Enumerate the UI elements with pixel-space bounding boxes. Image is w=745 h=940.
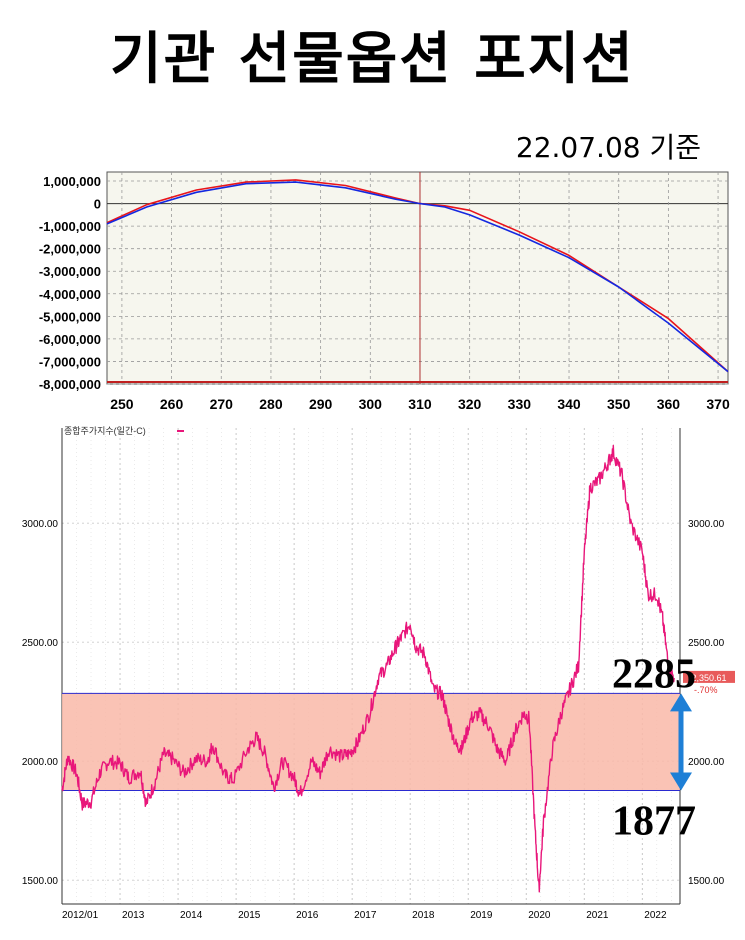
date-label: 22.07.08 기준	[515, 131, 701, 164]
y-tick-label-right: 2500.00	[688, 638, 725, 649]
x-tick-label: 2020	[528, 910, 551, 921]
x-tick-label: 300	[359, 396, 383, 412]
y-tick-label: -1,000,000	[39, 219, 101, 234]
range-arrow-down-head	[670, 772, 692, 791]
x-tick-label: 2012/01	[62, 910, 99, 921]
y-tick-label: -4,000,000	[39, 287, 101, 302]
y-tick-label: 0	[94, 197, 101, 212]
x-tick-label: 370	[706, 396, 730, 412]
kospi-line	[61, 444, 675, 893]
y-tick-label-right: 2000.00	[688, 757, 725, 768]
y-tick-label: -7,000,000	[39, 354, 101, 369]
y-tick-label: -5,000,000	[39, 309, 101, 324]
legend-label: 종합주가지수(일간-C)	[64, 426, 146, 436]
x-tick-label: 250	[110, 396, 134, 412]
plot-area	[106, 171, 729, 385]
x-tick-label: 290	[309, 396, 333, 412]
x-tick-label: 2017	[354, 910, 377, 921]
y-tick-label-left: 2000.00	[22, 757, 59, 768]
x-tick-label: 310	[408, 396, 432, 412]
last-value-badge	[683, 670, 735, 683]
x-tick-label: 320	[458, 396, 482, 412]
y-tick-label-left: 2500.00	[22, 638, 59, 649]
y-tick-label: -3,000,000	[39, 264, 101, 279]
x-tick-label: 2013	[122, 910, 145, 921]
x-tick-label: 340	[557, 396, 581, 412]
y-tick-label: 1,000,000	[43, 174, 101, 189]
y-tick-label: -8,000,000	[39, 377, 101, 392]
x-tick-label: 350	[607, 396, 631, 412]
x-tick-label: 2015	[238, 910, 261, 921]
x-tick-label: 2019	[470, 910, 493, 921]
x-tick-label: 2018	[412, 910, 435, 921]
x-tick-label: 360	[657, 396, 681, 412]
x-tick-label: 260	[160, 396, 184, 412]
x-tick-label: 330	[508, 396, 532, 412]
band-low-label: 1877	[612, 798, 696, 844]
x-tick-label: 2014	[180, 910, 203, 921]
y-tick-label: -6,000,000	[39, 332, 101, 347]
band-high-label: 2285	[612, 651, 696, 697]
y-tick-label-left: 3000.00	[22, 519, 59, 530]
x-tick-label: 280	[259, 396, 283, 412]
y-tick-label-right: 3000.00	[688, 519, 725, 530]
plot-area	[62, 428, 680, 904]
legend-swatch	[177, 430, 184, 432]
last-value-label: 2,350.61	[691, 673, 726, 683]
x-tick-label: 2022	[644, 910, 667, 921]
range-arrow-up-head	[670, 693, 692, 712]
options-position-chart: 1,000,000 0 -1,000,000 -2,000,000 -3,000,000…	[39, 171, 730, 412]
series-line-blue	[106, 181, 729, 373]
x-tick-label: 2021	[586, 910, 609, 921]
y-tick-label-right: 1500.00	[688, 876, 725, 887]
x-tick-label: 270	[210, 396, 234, 412]
x-tick-label: 2016	[296, 910, 319, 921]
page-title: 기관 선물옵션 포지션	[110, 27, 635, 92]
change-label: -.70%	[694, 685, 718, 695]
y-tick-label-left: 1500.00	[22, 876, 59, 887]
y-tick-label: -2,000,000	[39, 242, 101, 257]
